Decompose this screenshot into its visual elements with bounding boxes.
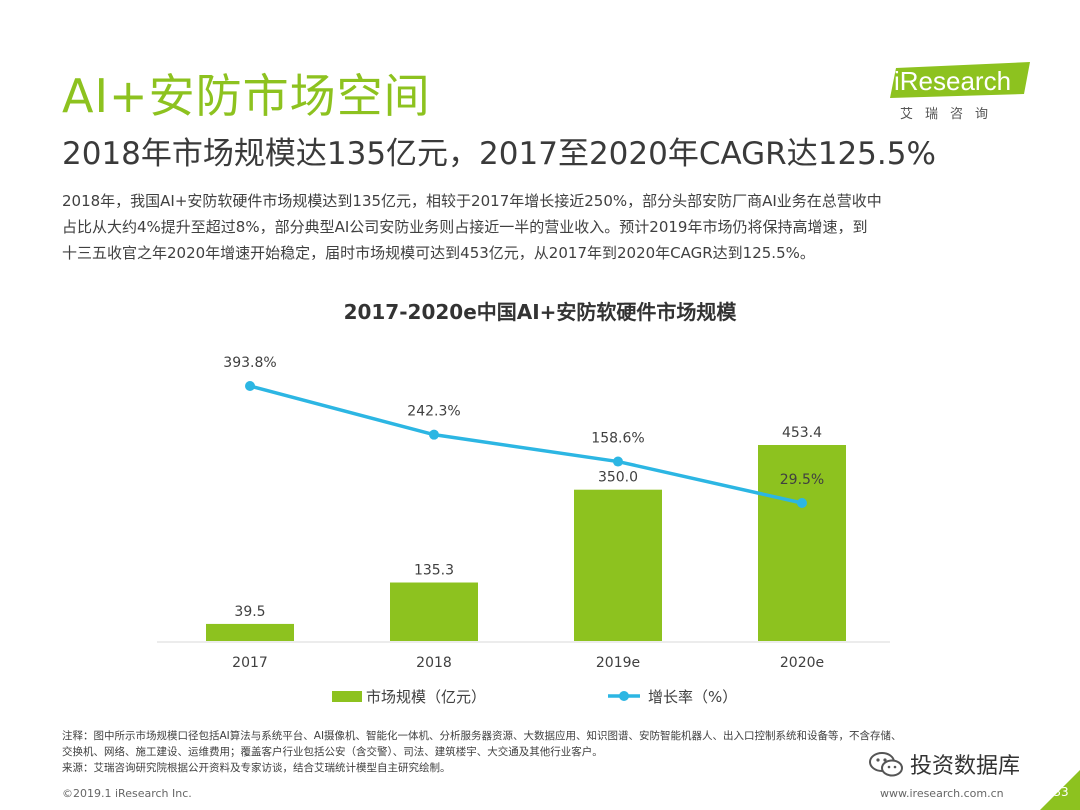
logo-brand-cn: 艾瑞咨询	[900, 107, 1001, 122]
legend-bar-label: 市场规模（亿元）	[366, 688, 486, 706]
legend-bar-swatch	[332, 691, 362, 702]
x-tick-label: 2017	[232, 655, 268, 671]
intro-line: 占比从大约4%提升至超过8%，部分典型AI公司安防业务则占接近一半的营业收入。预…	[62, 218, 868, 236]
growth-rate-point-2020e	[797, 498, 807, 508]
bar-value-label: 135.3	[414, 563, 454, 579]
growth-rate-point-2019e	[613, 456, 623, 467]
bar-2018	[390, 582, 478, 641]
bar-2020e	[758, 445, 846, 641]
growth-rate-label: 393.8%	[223, 355, 276, 371]
chart-title: 2017-2020e中国AI+安防软硬件市场规模	[343, 300, 737, 324]
x-tick-label: 2018	[416, 655, 452, 671]
x-tick-label: 2020e	[780, 655, 824, 671]
bar-value-label: 39.5	[234, 604, 265, 620]
x-tick-label: 2019e	[596, 655, 640, 671]
intro-line: 十三五收官之年2020年增速开始稳定，届时市场规模可达到453亿元，从2017年…	[62, 244, 815, 262]
bar-value-label: 453.4	[782, 425, 822, 441]
page-corner-triangle	[1040, 770, 1080, 810]
growth-rate-label: 29.5%	[780, 472, 824, 488]
source-line: 来源：艾瑞咨询研究院根据公开资料及专家访谈，结合艾瑞统计模型自主研究绘制。	[62, 762, 451, 774]
legend-line-marker	[619, 691, 629, 701]
notes: 注释：图中所示市场规模口径包括AI算法与系统平台、AI摄像机、智能化一体机、分析…	[62, 728, 1042, 776]
intro-line: 2018年，我国AI+安防软硬件市场规模达到135亿元，相较于2017年增长接近…	[62, 192, 882, 210]
watermark-text: 投资数据库	[910, 754, 1021, 779]
growth-rate-label: 158.6%	[591, 431, 644, 447]
note-line: 交换机、网络、施工建设、运维费用；覆盖客户行业包括公安（含交警）、司法、建筑楼宇…	[62, 746, 603, 758]
legend-line-label: 增长率（%）	[648, 688, 737, 706]
footer-website: www.iresearch.com.cn	[880, 787, 1004, 800]
iresearch-logo: iResearch 艾瑞咨询	[890, 60, 1030, 124]
growth-rate-label: 242.3%	[407, 404, 460, 420]
page-number: 33	[1053, 785, 1069, 799]
watermark: 投资数据库	[868, 748, 1020, 780]
intro-paragraph: 2018年，我国AI+安防软硬件市场规模达到135亿元，相较于2017年增长接近…	[62, 188, 1028, 266]
bar-2019e	[574, 489, 662, 641]
wechat-icon	[869, 752, 903, 777]
note-line: 注释：图中所示市场规模口径包括AI算法与系统平台、AI摄像机、智能化一体机、分析…	[62, 730, 902, 742]
logo-brand-text: iResearch	[894, 66, 1011, 96]
bar-2017	[206, 623, 294, 641]
growth-rate-line	[249, 384, 803, 505]
growth-rate-point-2018	[429, 429, 439, 440]
page-title: AI+安防市场空间	[62, 69, 431, 123]
bar-value-label: 350.0	[598, 470, 638, 486]
growth-rate-point-2017	[245, 381, 255, 391]
page-subtitle: 2018年市场规模达135亿元，2017至2020年CAGR达125.5%	[62, 136, 936, 172]
footer-copyright: ©2019.1 iResearch Inc.	[62, 787, 192, 800]
iresearch-logo-mark: iResearch	[890, 62, 1030, 98]
market-size-chart: 39.5 135.3 350.0 453.4 2017 2018 2019e 2020e 3…	[157, 355, 890, 706]
